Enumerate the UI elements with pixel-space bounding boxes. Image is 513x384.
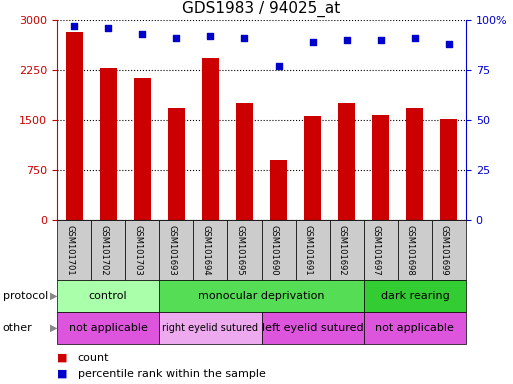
Text: monocular deprivation: monocular deprivation: [198, 291, 325, 301]
Bar: [168, 108, 185, 220]
Bar: [193, 220, 227, 280]
Bar: [66, 32, 83, 220]
Bar: [125, 220, 159, 280]
Point: [241, 35, 249, 41]
Text: left eyelid sutured: left eyelid sutured: [262, 323, 363, 333]
Title: GDS1983 / 94025_at: GDS1983 / 94025_at: [183, 1, 341, 17]
Point: [104, 25, 112, 31]
Text: GSM101695: GSM101695: [235, 225, 245, 275]
Bar: [406, 108, 423, 220]
Point: [445, 41, 453, 47]
Text: GSM101691: GSM101691: [304, 225, 312, 275]
Bar: [398, 220, 432, 280]
Text: not applicable: not applicable: [69, 323, 148, 333]
Text: count: count: [77, 353, 109, 363]
Bar: [202, 58, 219, 220]
Bar: [91, 220, 125, 280]
Text: ▶: ▶: [50, 291, 57, 301]
Text: ▶: ▶: [50, 323, 57, 333]
Text: dark rearing: dark rearing: [381, 291, 449, 301]
Text: percentile rank within the sample: percentile rank within the sample: [77, 369, 265, 379]
Point: [308, 39, 317, 45]
Text: GSM101699: GSM101699: [440, 225, 449, 275]
Text: GSM101703: GSM101703: [133, 225, 142, 276]
Text: GSM101698: GSM101698: [406, 225, 415, 276]
Text: GSM101697: GSM101697: [372, 225, 381, 276]
Point: [274, 63, 283, 69]
Bar: [159, 280, 364, 312]
Point: [70, 23, 78, 29]
Point: [411, 35, 419, 41]
Text: GSM101693: GSM101693: [167, 225, 176, 276]
Point: [206, 33, 214, 39]
Bar: [159, 220, 193, 280]
Text: ■: ■: [57, 369, 71, 379]
Bar: [57, 220, 91, 280]
Text: GSM101690: GSM101690: [269, 225, 279, 275]
Text: control: control: [89, 291, 127, 301]
Bar: [432, 220, 466, 280]
Bar: [295, 220, 330, 280]
Bar: [364, 280, 466, 312]
Point: [172, 35, 181, 41]
Bar: [304, 116, 321, 220]
Text: GSM101694: GSM101694: [202, 225, 210, 275]
Text: GSM101701: GSM101701: [65, 225, 74, 275]
Bar: [57, 312, 159, 344]
Bar: [57, 280, 159, 312]
Bar: [364, 312, 466, 344]
Text: other: other: [3, 323, 32, 333]
Bar: [227, 220, 262, 280]
Text: GSM101692: GSM101692: [338, 225, 347, 275]
Bar: [262, 220, 295, 280]
Text: GSM101702: GSM101702: [99, 225, 108, 275]
Bar: [364, 220, 398, 280]
Text: not applicable: not applicable: [376, 323, 455, 333]
Text: right eyelid sutured: right eyelid sutured: [163, 323, 259, 333]
Bar: [236, 103, 253, 220]
Bar: [441, 119, 458, 220]
Point: [138, 31, 146, 37]
Bar: [262, 312, 364, 344]
Point: [377, 37, 385, 43]
Text: protocol: protocol: [3, 291, 48, 301]
Bar: [134, 78, 151, 220]
Text: ■: ■: [57, 353, 71, 363]
Bar: [330, 220, 364, 280]
Bar: [372, 115, 389, 220]
Bar: [100, 68, 116, 220]
Bar: [270, 160, 287, 220]
Bar: [338, 103, 355, 220]
Bar: [159, 312, 262, 344]
Point: [343, 37, 351, 43]
